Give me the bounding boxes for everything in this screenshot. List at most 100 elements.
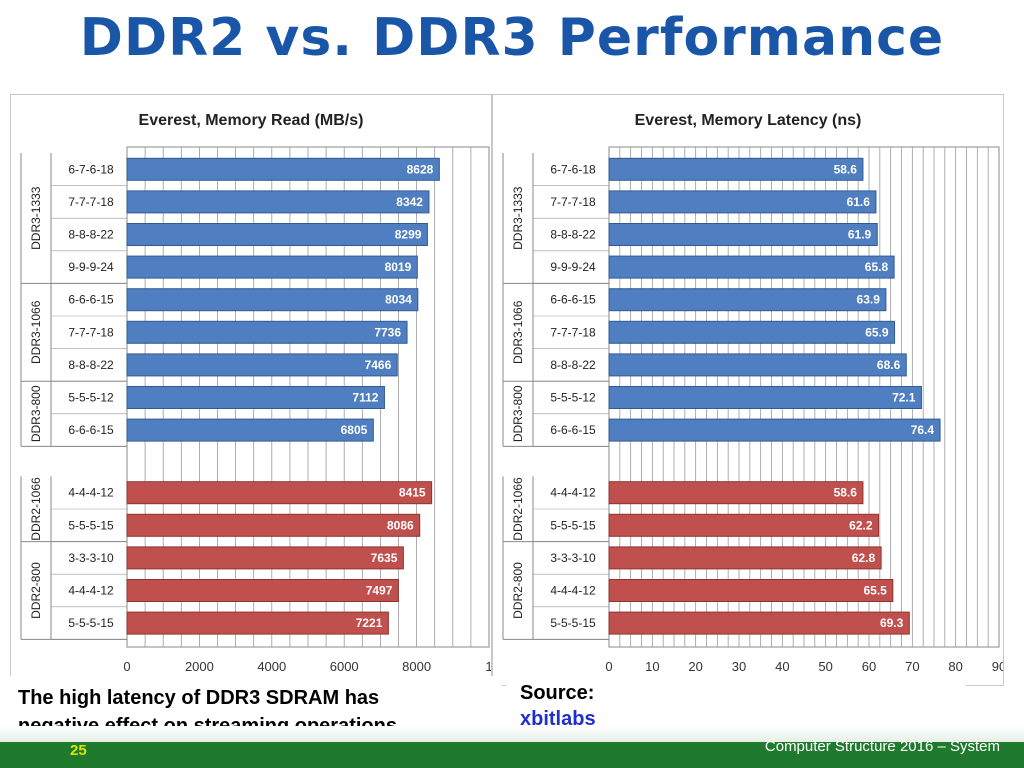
latency-bar [608,223,878,246]
read-bar-data-label: 8415 [399,486,426,500]
read-bar-data-label: 8299 [395,228,422,242]
read-x-tick-label: 4000 [257,659,286,674]
latency-bar [608,190,877,214]
latency-bar [608,611,910,635]
latency-bar-data-label: 58.6 [834,162,858,176]
latency-x-tick-label: 90 [992,659,1003,674]
latency-category-label: 6-7-6-18 [550,162,596,176]
read-category-label: 6-6-6-15 [68,423,114,437]
read-category-label: 5-5-5-15 [68,616,114,630]
latency-bar-data-label: 65.5 [863,584,887,598]
latency-bar-data-label: 61.6 [847,195,871,209]
read-bar [126,288,419,312]
read-category-label: 5-5-5-15 [68,518,114,532]
latency-bar-data-label: 58.6 [834,486,858,500]
latency-bar-data-label: 72.1 [892,391,916,405]
read-bar [126,611,389,635]
read-bar [126,579,399,602]
latency-category-label: 9-9-9-24 [550,260,596,274]
read-bar [126,223,428,246]
latency-category-label: 6-6-6-15 [550,423,596,437]
read-x-tick-label: 1 [485,659,491,674]
latency-group-label: DDR2-800 [511,562,525,619]
memory-read-chart: Everest, Memory Read (MB/s) 0 2000 4000 6000… [10,94,492,686]
read-category-label: 3-3-3-10 [68,551,114,565]
latency-x-tick-label: 20 [688,659,702,674]
read-x-tick-label: 0 [123,659,130,674]
read-bar [126,320,408,344]
read-bar-data-label: 7112 [352,391,378,405]
latency-group-label: DDR2-1066 [511,477,525,541]
read-chart-title: Everest, Memory Read (MB/s) [139,112,364,129]
read-category-label: 6-6-6-15 [68,293,114,307]
read-category-label: 8-8-8-22 [68,358,114,372]
latency-category-label: 5-5-5-12 [550,391,596,405]
read-bar-data-label: 7221 [356,616,383,630]
latency-x-tick-label: 10 [645,659,659,674]
read-bar [126,255,418,279]
latency-group-label: DDR3-1333 [511,186,525,250]
read-group-label: DDR3-800 [29,385,43,442]
footer-bar [0,742,1024,768]
read-category-label: 4-4-4-12 [68,486,114,500]
read-bar-data-label: 8086 [387,518,414,532]
read-category-label: 5-5-5-12 [68,391,114,405]
read-group-label: DDR3-1066 [29,300,43,364]
latency-bar [608,386,922,409]
source-link[interactable]: xbitlabs [520,708,596,730]
read-category-label: 7-7-7-18 [68,325,114,339]
read-x-tick-label: 8000 [402,659,431,674]
read-category-label: 9-9-9-24 [68,260,114,274]
read-bar [126,157,440,181]
latency-bar [608,255,895,279]
latency-category-label: 5-5-5-15 [550,518,596,532]
latency-x-tick-label: 40 [775,659,789,674]
read-bar [126,353,398,377]
page-number: 25 [70,742,87,759]
source-box: Source: xbitlabs [506,676,966,742]
latency-category-label: 7-7-7-18 [550,195,596,209]
latency-x-tick-label: 80 [948,659,962,674]
latency-bar-data-label: 65.8 [865,260,889,274]
read-category-label: 7-7-7-18 [68,195,114,209]
read-bar [126,546,404,570]
read-bar [126,418,374,442]
read-category-label: 6-7-6-18 [68,162,114,176]
read-bar-data-label: 7466 [365,358,392,372]
latency-category-label: 6-6-6-15 [550,293,596,307]
latency-bar [608,418,941,442]
latency-bar-data-label: 62.2 [849,518,873,532]
latency-x-tick-label: 60 [862,659,876,674]
latency-bar-data-label: 76.4 [911,423,935,437]
read-x-tick-label: 6000 [330,659,359,674]
memory-latency-chart: Everest, Memory Latency (ns) 0 10 20 30 40 50 6… [492,94,1004,686]
read-category-label: 8-8-8-22 [68,228,114,242]
read-bar [126,481,433,505]
read-bar [126,513,421,537]
latency-bar-data-label: 69.3 [880,616,904,630]
latency-bar [608,157,864,181]
read-group-label: DDR2-800 [29,562,43,619]
read-bar [126,386,385,409]
latency-bar-data-label: 62.8 [852,551,876,565]
latency-category-label: 4-4-4-12 [550,486,596,500]
read-bar-data-label: 8034 [385,293,412,307]
latency-category-label: 3-3-3-10 [550,551,596,565]
read-bar-data-label: 8342 [396,195,423,209]
latency-bar [608,353,907,377]
latency-bar [608,579,894,602]
source-label: Source: [520,682,595,704]
latency-x-tick-label: 70 [905,659,919,674]
latency-bar-data-label: 65.9 [865,325,889,339]
footer-text: Computer Structure 2016 – System [764,738,1000,755]
latency-bar-data-label: 68.6 [877,358,901,372]
latency-category-label: 8-8-8-22 [550,228,596,242]
latency-bar [608,546,882,570]
latency-category-label: 5-5-5-15 [550,616,596,630]
read-bar [126,190,430,214]
read-bar-data-label: 7635 [371,551,398,565]
read-x-tick-label: 2000 [185,659,214,674]
latency-category-label: 4-4-4-12 [550,584,596,598]
read-bar-data-label: 8628 [407,162,434,176]
latency-x-tick-label: 0 [605,659,612,674]
